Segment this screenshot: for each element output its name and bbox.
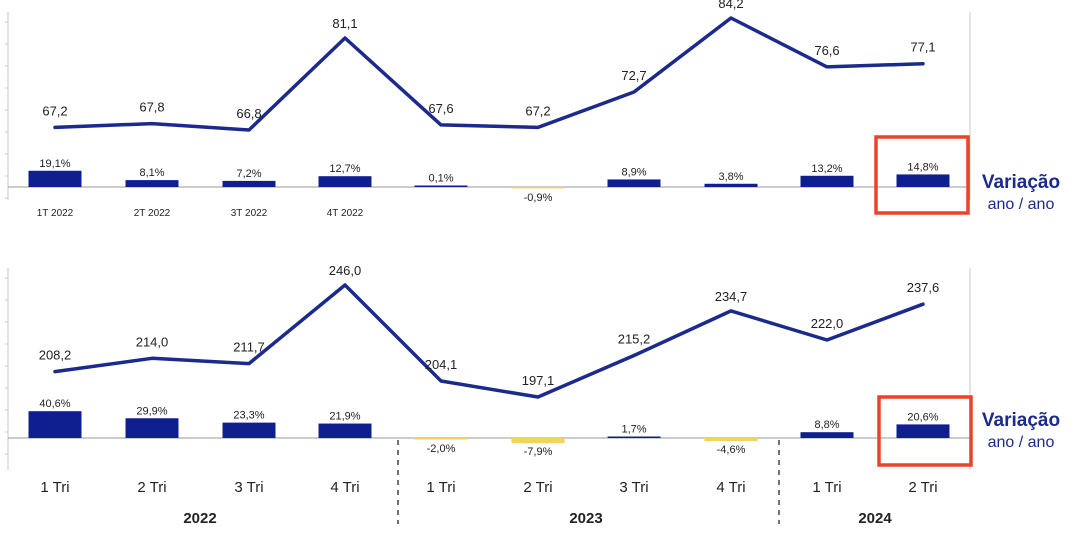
side-label-title: Variação — [981, 410, 1061, 431]
bar — [222, 422, 276, 438]
bar — [125, 180, 179, 187]
highlight-box — [874, 135, 970, 215]
category-label: 4T 2022 — [327, 208, 364, 219]
bar-label: 1,7% — [621, 424, 646, 436]
category-label: 1T 2022 — [37, 208, 74, 219]
bar-label: -0,9% — [524, 192, 553, 204]
side-label-subtitle: ano / ano — [987, 196, 1055, 213]
line-label: 67,8 — [139, 100, 164, 115]
category-label: 2 Tri — [908, 479, 937, 496]
side-label-title: Variação — [981, 172, 1061, 193]
bar — [318, 176, 372, 187]
category-label: 1 Tri — [426, 479, 455, 496]
bar — [28, 411, 82, 438]
line-label: 237,6 — [907, 280, 940, 295]
line-series — [53, 283, 925, 399]
bar — [414, 438, 468, 440]
bar — [511, 438, 565, 444]
bar-label: 29,9% — [136, 405, 167, 417]
bar-label: 12,7% — [329, 163, 360, 175]
bar-label: -4,6% — [717, 444, 746, 456]
highlight-box — [877, 395, 973, 467]
bar-label: 0,1% — [428, 173, 453, 185]
line-label: 214,0 — [136, 334, 169, 349]
line-label: 67,2 — [525, 103, 550, 118]
line-label: 204,1 — [425, 357, 458, 372]
bar-label: 19,1% — [39, 158, 70, 170]
bar — [896, 174, 950, 187]
bar-label: 13,2% — [811, 163, 842, 175]
bar-label: 40,6% — [39, 398, 70, 410]
line-label: 76,6 — [814, 43, 839, 58]
bar — [896, 424, 950, 438]
bar-label: -2,0% — [427, 443, 456, 455]
bar — [222, 180, 276, 187]
category-label: 4 Tri — [330, 479, 359, 496]
bar-label: 8,9% — [621, 166, 646, 178]
category-label: 2T 2022 — [134, 208, 171, 219]
bar — [414, 185, 468, 187]
side-label-subtitle: ano / ano — [987, 434, 1055, 451]
line-label: 211,7 — [233, 340, 265, 355]
bar — [607, 436, 661, 438]
bar-label: 21,9% — [329, 411, 360, 423]
bar-label: 8,8% — [814, 419, 839, 431]
category-label: 2 Tri — [523, 479, 552, 496]
bar-label: 8,1% — [139, 167, 164, 179]
bar — [704, 438, 758, 442]
side-label-bottom: Variação ano / ano — [971, 410, 1071, 452]
line-label: 67,6 — [428, 101, 453, 116]
bar-label: -7,9% — [524, 446, 553, 458]
category-label: 3 Tri — [234, 479, 263, 496]
category-label: 1 Tri — [40, 479, 69, 496]
line-label: 77,1 — [910, 40, 935, 55]
line-label: 208,2 — [39, 348, 72, 363]
year-group-label: 2023 — [569, 510, 602, 527]
line-label: 222,0 — [811, 316, 844, 331]
year-group-label: 2024 — [858, 510, 892, 527]
bar — [800, 432, 854, 438]
bar-label: 20,6% — [907, 411, 938, 423]
category-label: 4 Tri — [716, 479, 745, 496]
bar — [318, 423, 372, 438]
bar-label: 7,2% — [236, 168, 261, 180]
bar-label: 14,8% — [907, 161, 938, 173]
category-label: 2 Tri — [137, 479, 166, 496]
bar — [800, 175, 854, 187]
bar — [125, 418, 179, 438]
bar-label: 23,3% — [233, 410, 264, 422]
bar-label: 3,8% — [718, 171, 743, 183]
line-label: 215,2 — [618, 332, 651, 347]
year-group-label: 2022 — [183, 510, 216, 527]
category-label: 3T 2022 — [231, 208, 268, 219]
bar — [28, 170, 82, 187]
bar — [704, 183, 758, 187]
category-label: 1 Tri — [812, 479, 841, 496]
bar — [511, 187, 565, 189]
line-label: 197,1 — [522, 373, 555, 388]
line-label: 246,0 — [329, 263, 362, 278]
line-label: 234,7 — [715, 289, 748, 304]
line-label: 72,7 — [621, 68, 646, 83]
line-label: 67,2 — [42, 103, 67, 118]
line-label: 81,1 — [332, 16, 357, 31]
category-label: 3 Tri — [619, 479, 648, 496]
bar — [607, 179, 661, 187]
line-label: 66,8 — [236, 106, 261, 121]
side-label-top: Variação ano / ano — [971, 172, 1071, 214]
line-series — [53, 16, 925, 132]
line-label: 84,2 — [718, 0, 743, 11]
